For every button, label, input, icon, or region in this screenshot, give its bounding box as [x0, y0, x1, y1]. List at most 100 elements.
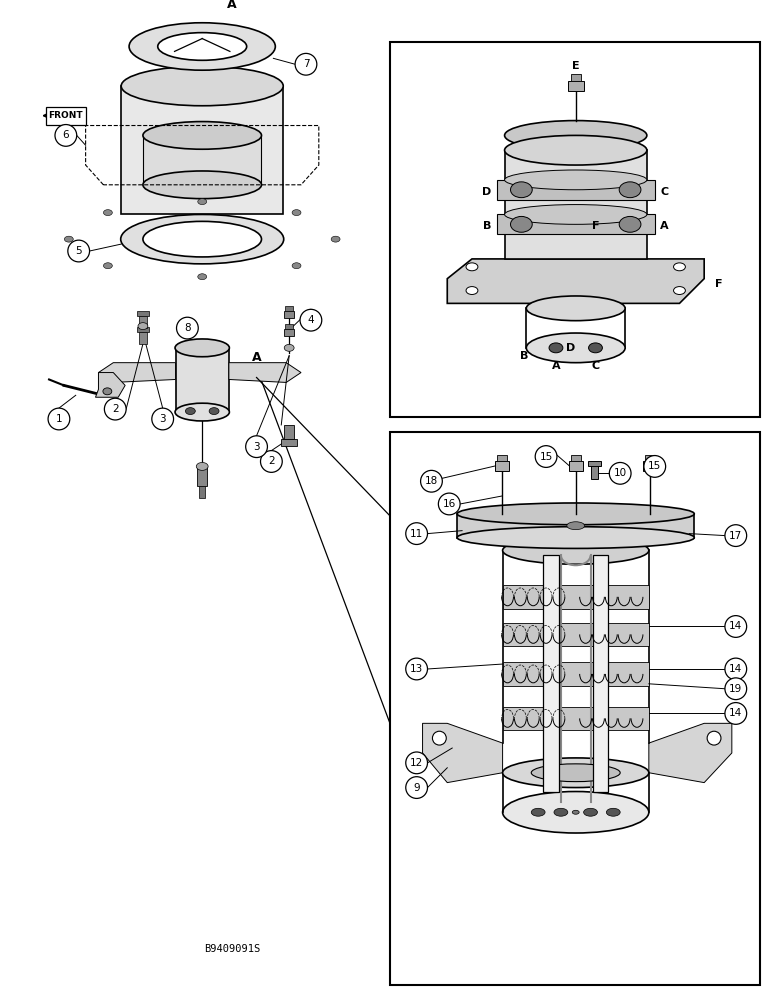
Circle shape — [644, 456, 665, 477]
Text: A: A — [552, 361, 560, 371]
Text: A: A — [227, 0, 237, 11]
Bar — [281, 439, 297, 446]
Bar — [496, 455, 506, 461]
Text: A: A — [660, 221, 669, 231]
Ellipse shape — [138, 323, 148, 330]
Ellipse shape — [503, 758, 648, 788]
Ellipse shape — [588, 343, 602, 353]
Text: C: C — [591, 361, 600, 371]
Bar — [137, 327, 149, 332]
Ellipse shape — [457, 527, 694, 548]
Ellipse shape — [129, 23, 276, 70]
Ellipse shape — [103, 263, 113, 269]
Ellipse shape — [120, 214, 284, 264]
Circle shape — [300, 309, 322, 331]
Circle shape — [177, 317, 198, 339]
Text: F: F — [715, 279, 723, 289]
Bar — [121, 86, 283, 214]
Circle shape — [245, 436, 267, 458]
Ellipse shape — [198, 199, 207, 205]
Bar — [503, 585, 648, 609]
Circle shape — [438, 493, 460, 515]
Ellipse shape — [554, 808, 568, 816]
Text: E: E — [572, 61, 580, 71]
Bar — [496, 214, 655, 234]
Ellipse shape — [505, 205, 647, 224]
Text: 1: 1 — [56, 414, 63, 424]
Ellipse shape — [331, 236, 340, 242]
Ellipse shape — [584, 808, 598, 816]
Text: 19: 19 — [730, 684, 743, 694]
Circle shape — [48, 408, 69, 430]
Ellipse shape — [175, 403, 229, 421]
Text: 14: 14 — [730, 664, 743, 674]
Ellipse shape — [284, 344, 294, 351]
Polygon shape — [99, 363, 175, 382]
Bar — [495, 461, 509, 471]
Bar — [569, 461, 583, 471]
Bar — [457, 514, 694, 538]
Bar — [284, 425, 294, 439]
Circle shape — [406, 658, 428, 680]
Bar — [199, 486, 205, 498]
Ellipse shape — [619, 182, 641, 198]
Circle shape — [406, 523, 428, 544]
Bar — [390, 42, 760, 417]
Bar — [284, 329, 294, 336]
Circle shape — [535, 446, 557, 467]
Bar — [503, 623, 648, 646]
Ellipse shape — [606, 808, 620, 816]
Text: 6: 6 — [63, 130, 69, 140]
Bar — [139, 332, 147, 344]
Text: 8: 8 — [184, 323, 191, 333]
Ellipse shape — [175, 339, 229, 357]
Bar — [593, 555, 608, 792]
Bar — [390, 432, 760, 985]
Ellipse shape — [143, 221, 262, 257]
Text: F: F — [591, 221, 599, 231]
Text: 12: 12 — [410, 758, 423, 768]
Ellipse shape — [673, 287, 686, 294]
Circle shape — [68, 240, 90, 262]
Bar — [643, 461, 657, 471]
Text: 4: 4 — [307, 315, 314, 325]
Ellipse shape — [572, 810, 579, 814]
Ellipse shape — [527, 296, 625, 321]
Text: 9: 9 — [413, 783, 420, 793]
Circle shape — [725, 703, 747, 724]
Text: 5: 5 — [76, 246, 82, 256]
Circle shape — [295, 53, 317, 75]
Ellipse shape — [505, 170, 647, 190]
Bar — [198, 466, 207, 486]
Ellipse shape — [292, 263, 301, 269]
Ellipse shape — [157, 33, 247, 60]
Ellipse shape — [143, 171, 262, 199]
Text: 14: 14 — [730, 621, 743, 631]
Ellipse shape — [531, 808, 545, 816]
Circle shape — [406, 752, 428, 774]
Ellipse shape — [198, 274, 207, 280]
Ellipse shape — [510, 182, 532, 198]
Circle shape — [260, 451, 283, 472]
Text: D: D — [482, 187, 492, 197]
Ellipse shape — [503, 537, 648, 564]
Ellipse shape — [707, 731, 721, 745]
Bar — [543, 555, 559, 792]
Circle shape — [55, 125, 76, 146]
Bar — [139, 316, 147, 328]
Ellipse shape — [457, 503, 694, 525]
Bar — [175, 348, 229, 412]
Bar — [285, 306, 293, 311]
Bar — [571, 455, 581, 461]
Circle shape — [725, 525, 747, 546]
Ellipse shape — [619, 216, 641, 232]
Text: 7: 7 — [303, 59, 310, 69]
Ellipse shape — [209, 408, 219, 415]
Text: 3: 3 — [159, 414, 166, 424]
Text: 15: 15 — [540, 452, 553, 462]
Ellipse shape — [503, 792, 648, 833]
Text: D: D — [566, 343, 575, 353]
Text: 16: 16 — [442, 499, 455, 509]
Text: 2: 2 — [268, 456, 275, 466]
Ellipse shape — [466, 263, 478, 271]
